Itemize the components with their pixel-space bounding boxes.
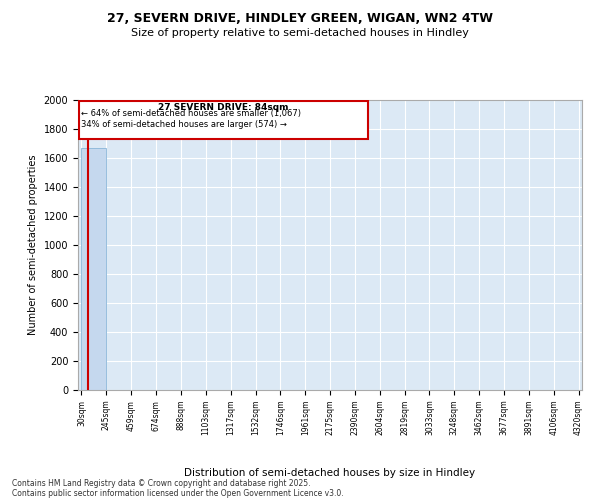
- Text: 27, SEVERN DRIVE, HINDLEY GREEN, WIGAN, WN2 4TW: 27, SEVERN DRIVE, HINDLEY GREEN, WIGAN, …: [107, 12, 493, 26]
- Text: Contains public sector information licensed under the Open Government Licence v3: Contains public sector information licen…: [12, 489, 344, 498]
- Text: Distribution of semi-detached houses by size in Hindley: Distribution of semi-detached houses by …: [184, 468, 476, 477]
- FancyBboxPatch shape: [79, 102, 368, 139]
- Bar: [82, 148, 106, 390]
- Text: ← 64% of semi-detached houses are smaller (1,067): ← 64% of semi-detached houses are smalle…: [81, 109, 301, 118]
- Text: 27 SEVERN DRIVE: 84sqm: 27 SEVERN DRIVE: 84sqm: [158, 104, 289, 112]
- Y-axis label: Number of semi-detached properties: Number of semi-detached properties: [28, 155, 38, 336]
- Text: Size of property relative to semi-detached houses in Hindley: Size of property relative to semi-detach…: [131, 28, 469, 38]
- Text: Contains HM Land Registry data © Crown copyright and database right 2025.: Contains HM Land Registry data © Crown c…: [12, 479, 311, 488]
- Text: 34% of semi-detached houses are larger (574) →: 34% of semi-detached houses are larger (…: [81, 120, 287, 129]
